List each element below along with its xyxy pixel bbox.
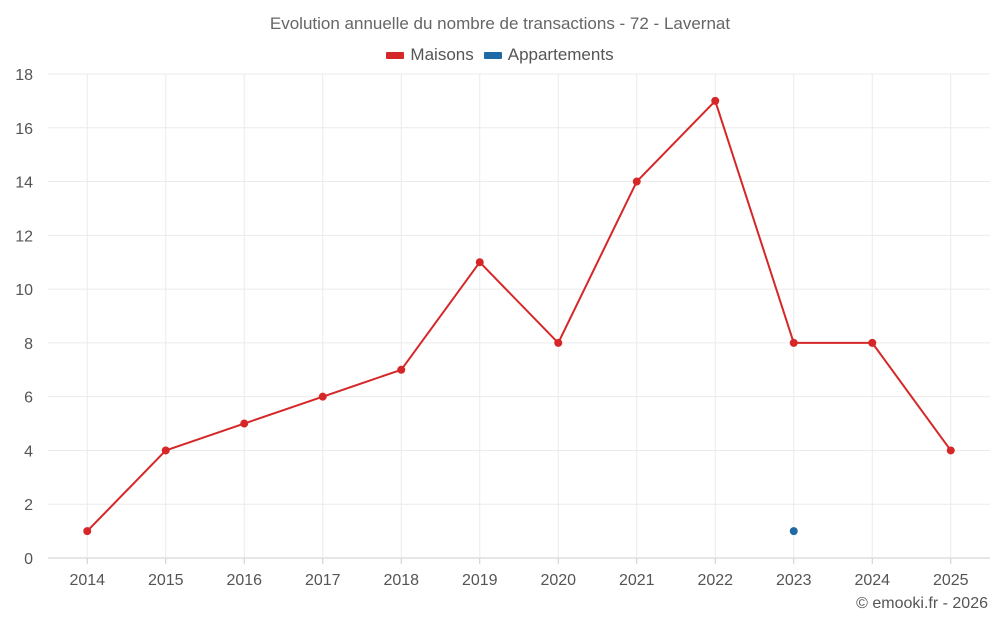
credit-text: © emooki.fr - 2026 (856, 595, 988, 612)
series-line-segment-maisons (871, 341, 952, 452)
legend-item-maisons[interactable]: Maisons (386, 45, 474, 65)
data-point-maisons (554, 338, 563, 347)
data-point-maisons (240, 419, 249, 428)
x-tick-label: 2022 (697, 572, 733, 589)
x-tick-label: 2023 (776, 572, 812, 589)
data-point-maisons (789, 338, 798, 347)
x-tick-label: 2019 (462, 572, 498, 589)
y-tick-label: 2 (24, 497, 33, 514)
legend-swatch-maisons (386, 51, 405, 59)
y-tick-label: 0 (24, 551, 33, 568)
data-point-appartements (789, 527, 798, 536)
data-point-maisons (83, 527, 92, 536)
chart-title: Evolution annuelle du nombre de transact… (269, 14, 731, 33)
y-tick-label: 12 (15, 228, 33, 245)
series-line-segment-maisons (478, 261, 560, 344)
y-tick-label: 14 (15, 175, 33, 192)
data-point-maisons (711, 96, 720, 105)
x-tick-label: 2014 (69, 572, 105, 589)
data-point-maisons (868, 338, 877, 347)
x-tick-label: 2018 (383, 572, 419, 589)
x-tick-label: 2021 (619, 572, 655, 589)
legend-swatch-appartements (483, 51, 502, 59)
x-tick-label: 2020 (540, 572, 576, 589)
y-tick-label: 10 (15, 282, 33, 299)
series-line-segment-maisons (243, 395, 324, 425)
y-tick-label: 18 (15, 67, 33, 84)
data-point-maisons (475, 258, 484, 267)
data-point-maisons (946, 446, 955, 455)
series-line-segment-maisons (635, 99, 717, 183)
x-tick-label: 2025 (933, 572, 969, 589)
series-line-segment-maisons (400, 261, 481, 371)
series-line-segment-maisons (86, 449, 167, 533)
series-line-segment-maisons (321, 368, 403, 398)
x-tick-label: 2016 (226, 572, 262, 589)
y-tick-label: 16 (15, 121, 33, 138)
series-line-segment-maisons (557, 180, 638, 344)
series-line-segment-maisons (714, 99, 795, 344)
legend: Maisons Appartements (0, 45, 1000, 65)
y-tick-label: 8 (24, 336, 33, 353)
data-point-maisons (397, 365, 406, 374)
data-point-maisons (161, 446, 170, 455)
series-line-segment-maisons (164, 422, 246, 452)
x-tick-label: 2017 (305, 572, 341, 589)
data-point-maisons (318, 392, 327, 401)
legend-label-maisons: Maisons (410, 45, 474, 64)
x-tick-label: 2015 (148, 572, 184, 589)
data-point-maisons (632, 177, 641, 186)
y-tick-label: 6 (24, 390, 33, 407)
y-tick-label: 4 (24, 443, 33, 460)
x-tick-label: 2024 (854, 572, 890, 589)
legend-label-appartements: Appartements (507, 45, 614, 64)
legend-item-appartements[interactable]: Appartements (483, 45, 614, 65)
